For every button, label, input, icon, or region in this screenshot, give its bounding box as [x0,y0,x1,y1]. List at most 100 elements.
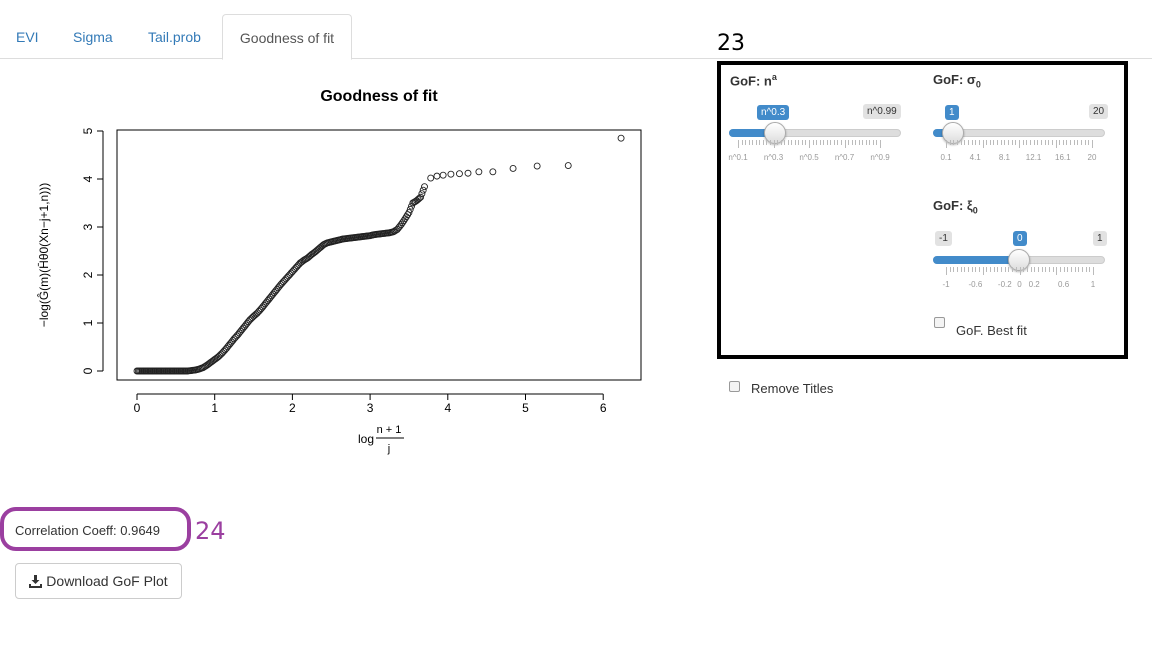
data-point [447,170,455,178]
slider-tick [1059,140,1061,145]
slider-tick [1067,267,1069,272]
slider-tick [1011,140,1013,145]
slider-tick [844,140,846,148]
slider-tick [869,140,871,145]
x-axis-label-denominator: j [387,443,390,455]
data-point [533,162,541,170]
remove-titles-checkbox[interactable] [729,381,740,392]
x-tick-label: 4 [444,401,451,415]
slider-tick [1041,267,1043,272]
slider-tick [986,267,988,272]
slider-tick [964,140,966,145]
slider-tick [1004,140,1006,145]
slider-tick [1089,267,1091,272]
slider-tick [851,140,853,145]
slider-tick [1026,267,1028,272]
slider-tick-label: 4.1 [969,153,981,162]
x-tick-label: 6 [600,401,607,415]
slider-tick [1066,140,1068,145]
slider-tick [830,140,832,145]
chart-title: Goodness of fit [320,88,438,105]
slider-tick [801,140,803,145]
gof-best-fit-label: GoF. Best fit [956,323,1027,338]
slider-tick-label: 12.1 [1025,153,1042,162]
data-point [475,168,483,176]
gof-na-ticks [738,140,881,148]
slider-tick [1056,267,1058,275]
slider-tick [957,267,959,272]
data-point [418,190,426,198]
slider-tick-label: n^0.3 [763,153,784,162]
data-point [419,186,427,194]
gof-na-value-badge: n^0.3 [757,105,790,120]
gof-sigma0-slider-handle[interactable] [941,122,964,144]
gof-xi0-slider-handle[interactable] [1008,249,1030,271]
gof-controls-panel: GoF: na n^0.99 n^0.3 n^0.1 n^0.3 n^0.5 n^0.… [717,61,1128,359]
slider-tick-label: 0 [1017,280,1022,289]
annotation-number-24: 24 [195,517,226,545]
slider-tick [848,140,850,145]
y-tick-label: 2 [81,271,95,278]
x-axis-label-log: log [358,432,374,446]
slider-tick [1063,267,1065,272]
slider-tick [975,267,977,272]
slider-tick [816,140,818,145]
slider-tick [1070,140,1072,145]
gof-xi0-value-badge: 0 [1013,231,1027,246]
gof-na-slider-handle[interactable] [763,122,786,144]
slider-tick [1034,267,1036,272]
slider-tick [1037,140,1039,145]
gof-sigma0-ticks [946,140,1093,148]
gof-na-label: GoF: na [730,72,777,89]
data-point [404,211,412,219]
gof-best-fit-checkbox[interactable] [934,317,945,328]
slider-tick [1073,140,1075,145]
slider-tick [1084,140,1086,145]
y-tick-label: 1 [81,319,95,326]
tab-sigma[interactable]: Sigma [73,29,113,45]
tab-goodness-of-fit[interactable]: Goodness of fit [222,14,352,60]
slider-tick [986,140,988,145]
gof-sigma0-value-badge: 1 [945,105,959,120]
slider-tick [982,267,984,275]
data-point [427,174,435,182]
slider-tick-label: 20 [1087,153,1097,162]
slider-tick [979,267,981,272]
y-axis: 0 1 2 3 4 5 [81,127,104,374]
slider-tick [1052,267,1054,272]
slider-tick [780,140,782,145]
slider-tick [989,140,991,145]
slider-tick [978,140,980,145]
slider-tick [1059,267,1061,272]
slider-tick [769,140,771,145]
slider-tick [949,267,951,272]
gof-sigma0-label: GoF: σ0 [933,72,981,90]
slider-tick [1037,267,1039,272]
slider-tick [1055,140,1057,148]
data-point [617,134,625,142]
slider-tick [755,140,757,145]
slider-tick-label: 16.1 [1055,153,1071,162]
slider-tick [997,140,999,145]
y-tick-label: 5 [81,127,95,134]
slider-tick [812,140,814,145]
slider-tick [762,140,764,145]
slider-tick [1022,140,1024,145]
slider-tick [967,140,969,145]
slider-tick [840,140,842,145]
x-tick-label: 5 [522,401,529,415]
slider-tick [805,140,807,145]
x-axis-label: log n + 1 j [358,424,404,455]
tab-tail-prob[interactable]: Tail.prob [148,29,201,45]
tab-bar: EVI Sigma Tail.prob Goodness of fit [0,14,1152,60]
slider-tick [1085,267,1087,272]
slider-tick [971,267,973,272]
tab-evi[interactable]: EVI [16,29,39,45]
slider-tick [1074,267,1076,272]
slider-tick [975,140,977,145]
download-gof-plot-button[interactable]: Download GoF Plot [15,563,182,599]
slider-tick [993,267,995,272]
slider-tick [1008,140,1010,145]
data-point [406,205,414,213]
slider-tick [1045,267,1047,272]
